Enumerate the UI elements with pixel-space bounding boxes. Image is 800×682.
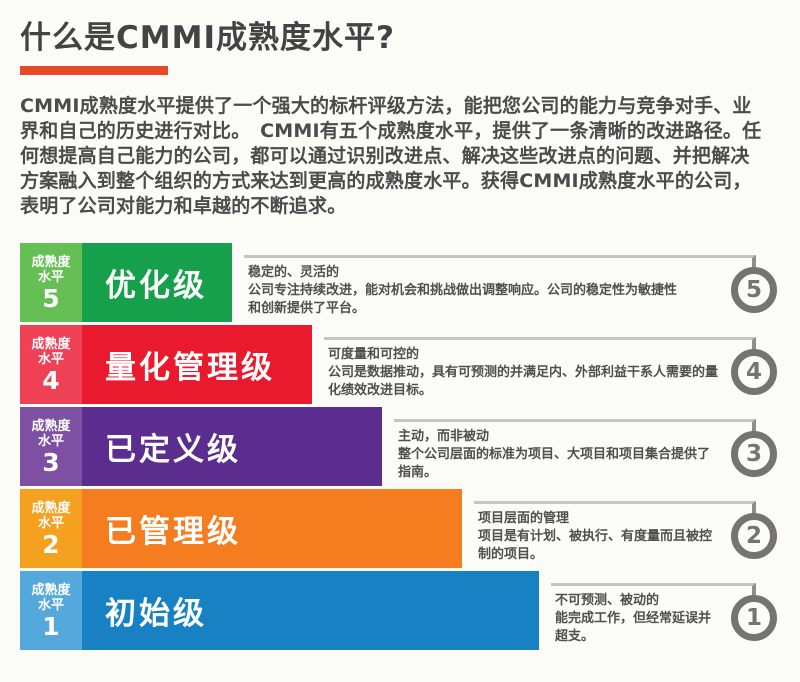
maturity-label-caption: 成熟度 水平: [31, 501, 70, 531]
level-name-bar: 初始级: [82, 571, 539, 650]
maturity-label-caption: 成熟度 水平: [31, 337, 70, 367]
level-row-1: 成熟度 水平 1 初始级 不可预测、被动的 能完成工作，但经常延误并 超支。 1: [20, 571, 790, 650]
connector-line: [551, 583, 756, 599]
maturity-label-line2: 水平: [37, 351, 64, 367]
level-name: 量化管理级: [105, 350, 275, 386]
page-title: 什么是CMMI成熟度水平?: [20, 20, 395, 56]
level-description-zone: 可度量和可控的公司是数据推动，具有可预测的并满足内、外部利益干系人需要的量 化绩…: [324, 325, 790, 404]
level-description-zone: 稳定的、灵活的公司专注持续改进，能对机会和挑战做出调整响应。公司的稳定性为敏捷性…: [244, 243, 790, 322]
level-desc-headline: 可度量和可控的: [328, 347, 420, 362]
maturity-label-line1: 成熟度: [31, 254, 71, 270]
connector-line: [244, 255, 756, 271]
maturity-label-caption: 成熟度 水平: [31, 419, 70, 449]
level-desc-body: 能完成工作，但经常延误并 超支。: [555, 611, 712, 644]
maturity-label-block: 成熟度 水平 3: [20, 407, 82, 486]
level-desc-headline: 不可预测、被动的: [555, 593, 660, 608]
level-row-4: 成熟度 水平 4 量化管理级 可度量和可控的 公司是数据推动，具有可预测的并满足内、外部利…: [20, 325, 790, 404]
maturity-label-line1: 成熟度: [31, 582, 71, 598]
level-description: 可度量和可控的公司是数据推动，具有可预测的并满足内、外部利益干系人需要的量 化绩…: [324, 325, 790, 400]
level-name-bar: 已管理级: [82, 489, 462, 568]
maturity-label-block: 成熟度 水平 5: [20, 243, 82, 322]
level-number-badge: 4: [731, 349, 777, 395]
level-number-badge-text: 3: [745, 441, 762, 467]
level-description: 项目层面的管理项目是有计划、被执行、有度量而且被控 制的项目。: [474, 489, 790, 564]
level-name: 已定义级: [105, 432, 241, 468]
level-number-badge-text: 2: [745, 523, 762, 549]
level-desc-headline: 主动，而非被动: [398, 429, 490, 444]
level-number-badge: 5: [731, 267, 777, 313]
level-name: 初始级: [105, 596, 207, 632]
level-desc-body: 公司是数据推动，具有可预测的并满足内、外部利益干系人需要的量 化绩效改进目标。: [328, 365, 719, 398]
maturity-label-block: 成熟度 水平 1: [20, 571, 82, 650]
maturity-label-caption: 成熟度 水平: [31, 255, 70, 285]
maturity-label-block: 成熟度 水平 4: [20, 325, 82, 404]
level-description: 稳定的、灵活的公司专注持续改进，能对机会和挑战做出调整响应。公司的稳定性为敏捷性…: [244, 243, 790, 318]
maturity-level-number: 2: [42, 529, 60, 559]
level-description: 不可预测、被动的能完成工作，但经常延误并 超支。: [551, 571, 790, 646]
connector-line: [474, 501, 756, 517]
level-desc-body: 公司专注持续改进，能对机会和挑战做出调整响应。公司的稳定性为敏捷性 和创新提供了…: [248, 283, 678, 316]
level-name-bar: 已定义级: [82, 407, 382, 486]
maturity-level-number: 4: [42, 365, 60, 395]
level-number-badge: 3: [731, 431, 777, 477]
connector-line: [394, 419, 756, 435]
maturity-label-line2: 水平: [37, 433, 64, 449]
level-name-bar: 量化管理级: [82, 325, 312, 404]
level-number-badge: 2: [731, 513, 777, 559]
maturity-label-line2: 水平: [37, 597, 64, 613]
maturity-level-number: 1: [42, 611, 60, 641]
level-description-zone: 主动，而非被动 整个公司层面的标准为项目、大项目和项目集合提供了 指南。 3: [394, 407, 790, 486]
maturity-label-line1: 成熟度: [31, 418, 71, 434]
maturity-label-line1: 成熟度: [31, 500, 71, 516]
maturity-levels-diagram: 成熟度 水平 5 优化级 稳定的、灵活的 公司专注持续改进，能对机会和挑战做出调整响应。公…: [20, 243, 790, 650]
level-row-3: 成熟度 水平 3 已定义级 主动，而非被动 整个公司层面的标准为项目、大项目和项目集合提供…: [20, 407, 790, 486]
level-desc-body: 整个公司层面的标准为项目、大项目和项目集合提供了 指南。: [398, 447, 711, 480]
level-number-badge: 1: [731, 595, 777, 641]
connector-line: [324, 337, 756, 353]
maturity-label-block: 成熟度 水平 2: [20, 489, 82, 568]
level-name: 已管理级: [105, 514, 241, 550]
level-desc-headline: 稳定的、灵活的: [248, 265, 340, 280]
level-description: 主动，而非被动整个公司层面的标准为项目、大项目和项目集合提供了 指南。: [394, 407, 790, 482]
level-description-zone: 项目层面的管理 项目是有计划、被执行、有度量而且被控 制的项目。 2: [474, 489, 790, 568]
maturity-label-caption: 成熟度 水平: [31, 583, 70, 613]
level-name: 优化级: [105, 268, 207, 304]
level-row-5: 成熟度 水平 5 优化级 稳定的、灵活的 公司专注持续改进，能对机会和挑战做出调整响应。公…: [20, 243, 790, 322]
level-description-zone: 不可预测、被动的 能完成工作，但经常延误并 超支。 1: [551, 571, 790, 650]
level-desc-headline: 项目层面的管理: [478, 511, 570, 526]
level-number-badge-text: 4: [745, 359, 762, 385]
maturity-level-number: 5: [42, 283, 60, 313]
level-desc-body: 项目是有计划、被执行、有度量而且被控 制的项目。: [478, 529, 713, 562]
maturity-label-line2: 水平: [37, 515, 64, 531]
maturity-label-line1: 成熟度: [31, 336, 71, 352]
maturity-label-line2: 水平: [37, 269, 64, 285]
intro-paragraph: CMMI成熟度水平提供了一个强大的标杆评级方法，能把您公司的能力与竞争对手、业 …: [20, 95, 762, 217]
maturity-level-number: 3: [42, 447, 60, 477]
level-number-badge-text: 1: [745, 605, 762, 631]
level-row-2: 成熟度 水平 2 已管理级 项目层面的管理 项目是有计划、被执行、有度量而且被控 制的项目…: [20, 489, 790, 568]
level-number-badge-text: 5: [745, 277, 762, 303]
title-underline: [20, 66, 168, 75]
level-name-bar: 优化级: [82, 243, 232, 322]
